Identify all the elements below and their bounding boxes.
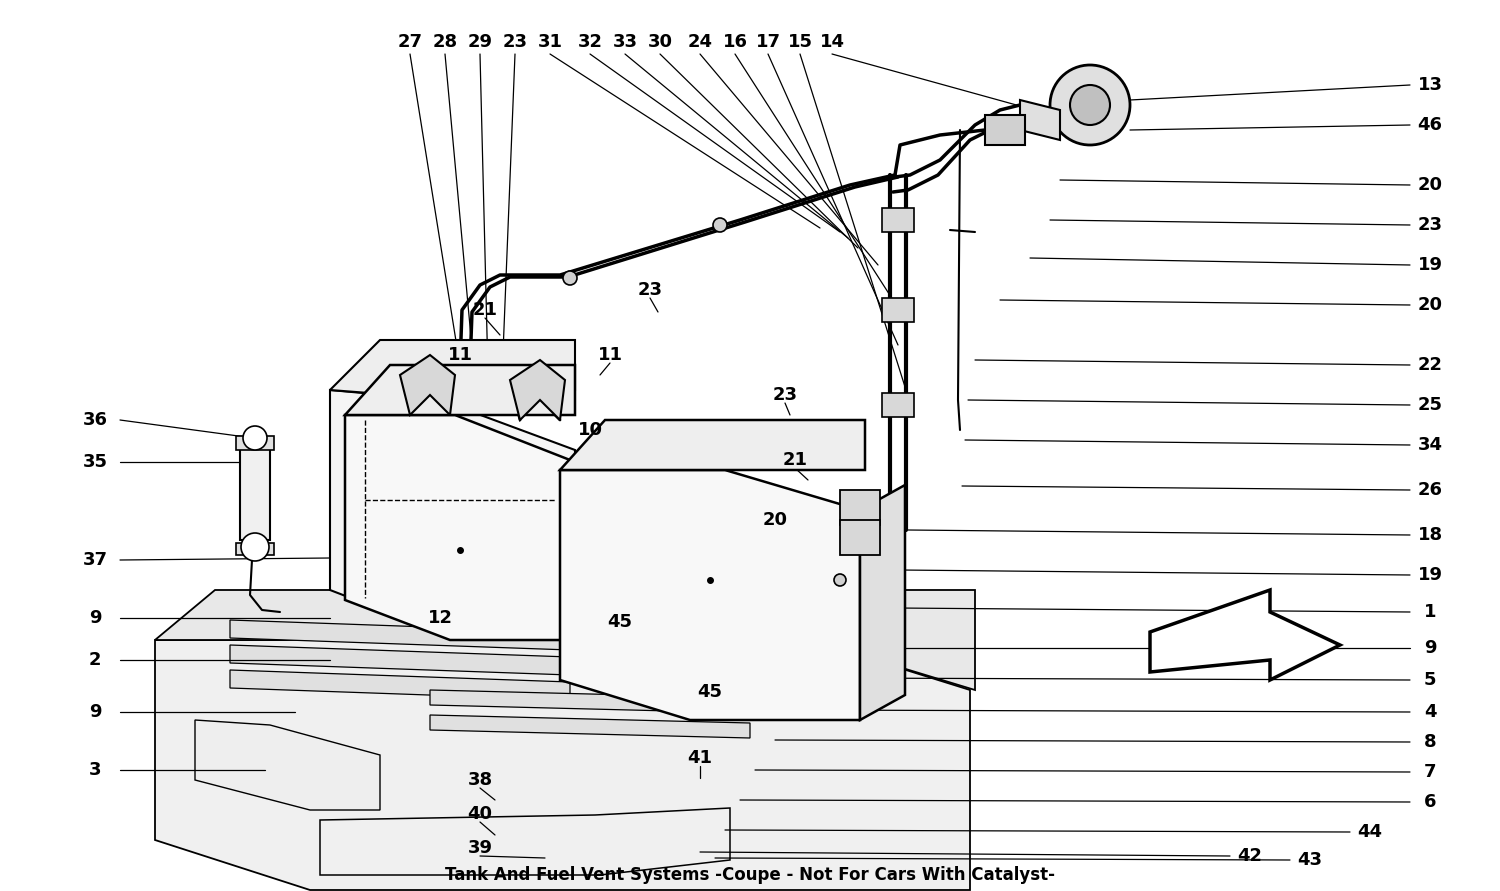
Text: 7: 7: [1424, 763, 1437, 781]
Text: 20: 20: [1418, 296, 1443, 314]
Text: 14: 14: [819, 33, 844, 51]
Circle shape: [243, 426, 267, 450]
Text: 12: 12: [427, 609, 453, 627]
Polygon shape: [570, 435, 615, 640]
Polygon shape: [560, 420, 866, 470]
Polygon shape: [430, 715, 750, 738]
Bar: [840, 490, 880, 525]
Text: 11: 11: [597, 346, 622, 364]
Polygon shape: [560, 470, 860, 720]
Text: 34: 34: [1418, 436, 1443, 454]
Text: 35: 35: [82, 453, 108, 471]
Bar: [882, 298, 914, 322]
Text: 32: 32: [578, 33, 603, 51]
Polygon shape: [230, 670, 570, 700]
Text: 24: 24: [687, 33, 712, 51]
Polygon shape: [330, 390, 574, 640]
Bar: [882, 208, 914, 232]
Text: 18: 18: [1418, 526, 1443, 544]
Text: 20: 20: [762, 511, 788, 529]
Text: 19: 19: [1418, 256, 1443, 274]
Text: 2: 2: [88, 651, 102, 669]
Text: 4: 4: [1424, 703, 1437, 721]
Circle shape: [834, 574, 846, 586]
Text: 40: 40: [468, 805, 492, 823]
Polygon shape: [1020, 100, 1060, 140]
Polygon shape: [345, 365, 574, 415]
Polygon shape: [195, 720, 380, 810]
Text: 42: 42: [1238, 847, 1263, 865]
Polygon shape: [400, 355, 454, 415]
Text: 25: 25: [1418, 396, 1443, 414]
Text: 41: 41: [687, 749, 712, 767]
Text: 21: 21: [783, 451, 807, 469]
Text: 6: 6: [1424, 793, 1437, 811]
Bar: [840, 520, 880, 555]
Text: Tank And Fuel Vent Systems -Coupe - Not For Cars With Catalyst-: Tank And Fuel Vent Systems -Coupe - Not …: [446, 866, 1054, 884]
Text: 36: 36: [82, 411, 108, 429]
Polygon shape: [345, 415, 570, 640]
Text: 10: 10: [578, 421, 603, 439]
Circle shape: [1050, 65, 1130, 145]
Circle shape: [562, 271, 578, 285]
Text: 5: 5: [1424, 671, 1437, 689]
Text: 23: 23: [638, 281, 663, 299]
Bar: [236, 436, 274, 450]
Circle shape: [242, 533, 268, 561]
Text: 39: 39: [468, 839, 492, 857]
Bar: [882, 393, 914, 417]
Bar: [986, 115, 1024, 145]
Text: 27: 27: [398, 33, 423, 51]
Text: 28: 28: [432, 33, 457, 51]
Text: 26: 26: [1418, 481, 1443, 499]
Polygon shape: [430, 690, 750, 713]
Text: 1: 1: [1424, 603, 1437, 621]
Text: 38: 38: [468, 771, 492, 789]
Text: 44: 44: [1358, 823, 1383, 841]
Polygon shape: [154, 640, 971, 890]
Polygon shape: [510, 360, 566, 420]
Text: 31: 31: [537, 33, 562, 51]
Polygon shape: [230, 645, 570, 675]
Text: 8: 8: [1424, 733, 1437, 751]
Text: 11: 11: [447, 346, 472, 364]
Bar: [236, 543, 274, 555]
Circle shape: [1070, 85, 1110, 125]
Text: 9: 9: [88, 703, 102, 721]
Circle shape: [712, 218, 728, 232]
Polygon shape: [1150, 590, 1340, 680]
Text: 46: 46: [1418, 116, 1443, 134]
Text: 45: 45: [608, 613, 633, 631]
Bar: [240, 440, 270, 540]
Text: 3: 3: [88, 761, 102, 779]
Text: 29: 29: [468, 33, 492, 51]
Text: 15: 15: [788, 33, 813, 51]
Text: 30: 30: [648, 33, 672, 51]
Text: 21: 21: [472, 301, 498, 319]
Text: 23: 23: [1418, 216, 1443, 234]
Text: 22: 22: [1418, 356, 1443, 374]
Text: 17: 17: [756, 33, 780, 51]
Text: 20: 20: [1418, 176, 1443, 194]
Text: 23: 23: [772, 386, 798, 404]
Polygon shape: [859, 485, 904, 720]
Text: 9: 9: [88, 609, 102, 627]
Text: 19: 19: [1418, 566, 1443, 584]
Text: 16: 16: [723, 33, 747, 51]
Text: 37: 37: [82, 551, 108, 569]
Text: 45: 45: [698, 683, 723, 701]
Polygon shape: [154, 590, 975, 690]
Polygon shape: [320, 808, 730, 875]
Text: 33: 33: [612, 33, 638, 51]
Text: 23: 23: [503, 33, 528, 51]
Text: 9: 9: [1424, 639, 1437, 657]
Text: 13: 13: [1418, 76, 1443, 94]
Polygon shape: [230, 620, 570, 650]
Text: 43: 43: [1298, 851, 1323, 869]
Polygon shape: [330, 340, 574, 400]
